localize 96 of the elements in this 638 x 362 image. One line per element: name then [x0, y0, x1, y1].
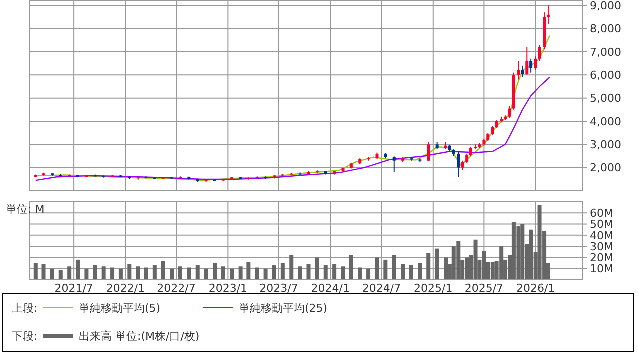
bar — [255, 268, 260, 280]
y-tick-label: 30M — [590, 240, 614, 254]
bar — [315, 258, 320, 280]
bar — [50, 268, 54, 280]
candlestick — [526, 46, 529, 76]
bar — [58, 270, 63, 280]
bar — [298, 266, 302, 280]
legend-title: 下段: — [12, 330, 38, 343]
candlestick — [392, 156, 396, 173]
bar — [392, 255, 396, 280]
x-tick-label: 2026/1 — [516, 282, 556, 295]
bar — [118, 268, 123, 280]
bar — [435, 248, 440, 280]
bar — [84, 268, 89, 280]
candlestick — [457, 151, 460, 178]
candlestick — [517, 60, 520, 80]
bar — [204, 268, 208, 280]
y-tick-label: 20M — [590, 252, 614, 265]
bar — [110, 268, 115, 280]
x-tick-label: 2024/1 — [311, 282, 350, 295]
bar — [341, 266, 346, 280]
bar — [426, 253, 431, 280]
bar — [444, 258, 448, 280]
bar — [520, 224, 525, 280]
bar — [324, 266, 328, 280]
legend-title: 上段: — [12, 302, 38, 315]
bar — [136, 266, 140, 280]
bar — [238, 266, 243, 280]
candlestick — [530, 58, 533, 74]
candlestick — [461, 160, 464, 171]
y-tick-label: 60M — [590, 206, 614, 220]
bar — [375, 258, 380, 280]
bar — [178, 266, 182, 280]
legend-label: 出来高 単位:(M株/口/枚) — [79, 330, 200, 343]
bar — [246, 262, 251, 280]
bar — [152, 266, 157, 280]
bar — [161, 261, 166, 280]
bar — [144, 268, 148, 280]
x-tick-label: 2023/1 — [208, 282, 248, 295]
bar — [332, 264, 337, 280]
candlestick — [538, 44, 542, 62]
y-tick-label: 8,000 — [590, 22, 622, 36]
candlestick — [508, 106, 512, 119]
bar — [212, 263, 217, 280]
x-tick-label: 2025/1 — [414, 282, 453, 295]
x-tick-label: 2024/7 — [362, 282, 402, 295]
bar — [102, 266, 106, 280]
bar — [187, 268, 192, 280]
y-tick-label: 10M — [590, 262, 614, 276]
bar — [128, 264, 132, 280]
bar — [221, 266, 226, 280]
bar — [306, 264, 311, 280]
legend-label: 単純移動平均(5) — [79, 302, 161, 315]
bar — [290, 255, 294, 280]
bar — [384, 260, 388, 280]
legend-label: 単純移動平均(25) — [239, 302, 328, 315]
bar — [76, 260, 80, 280]
bar — [272, 266, 276, 280]
candlestick — [491, 126, 494, 136]
bar — [418, 263, 422, 280]
line-series — [35, 76, 550, 182]
y-tick-label: 6,000 — [590, 68, 622, 82]
bar — [409, 266, 414, 280]
candlestick — [521, 65, 524, 78]
bar — [280, 263, 285, 280]
y-tick-label: 2,000 — [590, 162, 622, 175]
y-tick-label: 4,000 — [590, 115, 622, 128]
bar — [366, 268, 371, 280]
line-series — [35, 35, 550, 182]
x-tick-label: 2023/7 — [260, 282, 298, 295]
y-axis-title: 単位: M — [6, 203, 45, 216]
x-tick-label: 2022/7 — [157, 282, 196, 295]
y-tick-label: 3,000 — [590, 138, 622, 152]
candlestick — [427, 142, 430, 162]
bar — [196, 266, 200, 280]
candlestick — [466, 153, 469, 164]
x-tick-label: 2021/7 — [54, 282, 94, 295]
bar — [358, 268, 362, 280]
y-tick-label: 40M — [590, 229, 614, 242]
bar — [170, 268, 174, 280]
bar — [42, 264, 46, 280]
y-tick-label: 7,000 — [590, 46, 622, 59]
y-tick-label: 5,000 — [590, 92, 622, 106]
y-tick-label: 9,000 — [590, 0, 622, 12]
x-tick-label: 2022/1 — [106, 282, 146, 295]
bar — [401, 264, 406, 280]
bar — [264, 268, 268, 280]
bar — [34, 263, 38, 280]
bar — [68, 266, 72, 280]
candlestick — [469, 146, 472, 157]
bar — [349, 255, 354, 280]
bar — [230, 268, 234, 280]
x-tick-label: 2025/7 — [464, 282, 504, 295]
candlestick — [534, 56, 538, 72]
y-tick-label: 50M — [590, 218, 614, 232]
bar — [93, 266, 98, 280]
